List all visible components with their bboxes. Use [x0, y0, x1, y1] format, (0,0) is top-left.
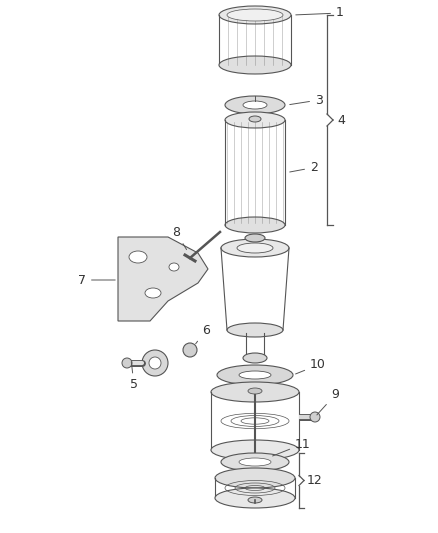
Text: 9: 9	[317, 389, 339, 415]
Text: 3: 3	[290, 93, 323, 107]
Ellipse shape	[221, 453, 289, 471]
Text: 1: 1	[296, 6, 344, 20]
Ellipse shape	[211, 440, 299, 460]
Text: 8: 8	[172, 225, 187, 249]
Ellipse shape	[227, 323, 283, 337]
Ellipse shape	[248, 497, 262, 503]
Ellipse shape	[249, 116, 261, 122]
Circle shape	[183, 343, 197, 357]
Circle shape	[142, 350, 168, 376]
Ellipse shape	[215, 468, 295, 488]
Text: 4: 4	[337, 114, 345, 126]
Ellipse shape	[243, 353, 267, 363]
Ellipse shape	[225, 96, 285, 114]
Text: 5: 5	[130, 362, 138, 392]
Ellipse shape	[248, 388, 262, 394]
Text: 6: 6	[196, 324, 210, 344]
Ellipse shape	[237, 243, 273, 253]
Ellipse shape	[239, 458, 271, 466]
Circle shape	[149, 357, 161, 369]
Ellipse shape	[219, 6, 291, 24]
Text: 10: 10	[296, 359, 326, 374]
Ellipse shape	[129, 251, 147, 263]
Ellipse shape	[145, 288, 161, 298]
Circle shape	[310, 412, 320, 422]
Ellipse shape	[225, 217, 285, 233]
Ellipse shape	[211, 382, 299, 402]
Text: 2: 2	[290, 161, 318, 174]
Text: 11: 11	[272, 438, 311, 456]
Ellipse shape	[169, 263, 179, 271]
Text: 7: 7	[78, 273, 115, 287]
Ellipse shape	[219, 56, 291, 74]
Ellipse shape	[243, 101, 267, 109]
Ellipse shape	[221, 239, 289, 257]
Ellipse shape	[227, 9, 283, 21]
Ellipse shape	[217, 365, 293, 385]
Ellipse shape	[245, 234, 265, 242]
Text: 12: 12	[307, 474, 323, 487]
Circle shape	[122, 358, 132, 368]
Ellipse shape	[215, 488, 295, 508]
Ellipse shape	[225, 112, 285, 128]
Polygon shape	[118, 237, 208, 321]
Ellipse shape	[239, 371, 271, 379]
